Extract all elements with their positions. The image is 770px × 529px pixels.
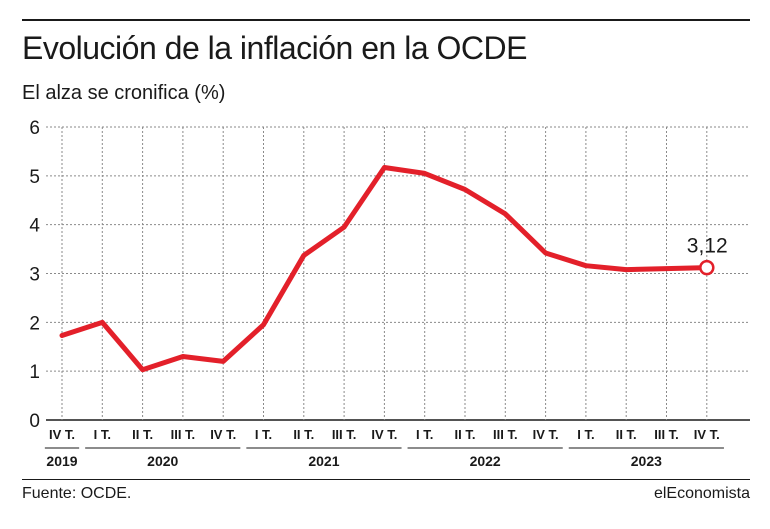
x-tick-label: I T.	[416, 427, 433, 442]
y-tick-label: 4	[29, 216, 40, 237]
x-tick-label: IV T.	[210, 427, 236, 442]
y-tick-label: 0	[29, 411, 40, 432]
y-axis: 0 1 2 3 4 5 6	[29, 118, 40, 432]
x-tick-label: II T.	[616, 427, 637, 442]
year-label: 2022	[470, 453, 501, 469]
last-point-marker	[699, 259, 715, 276]
x-tick-label: III T.	[493, 427, 518, 442]
x-axis: IV T. I T. II T. III T. IV T. I T. II T. III T.…	[44, 427, 724, 469]
line-chart: 0 1 2 3 4 5 6 IV T. I T. II T. III T. IV T. I T. II …	[29, 118, 750, 469]
grid-layer	[46, 126, 750, 421]
bottom-rule	[22, 479, 750, 480]
top-rule	[22, 19, 750, 21]
year-label: 2019	[46, 453, 77, 469]
chart-title: Evolución de la inflación en la OCDE	[22, 30, 527, 66]
x-tick-label: I T.	[255, 427, 272, 442]
chart-subtitle: El alza se cronifica (%)	[22, 82, 226, 104]
y-tick-label: 1	[29, 362, 40, 383]
y-tick-label: 5	[29, 167, 40, 188]
year-label: 2023	[631, 453, 662, 469]
series-line	[59, 165, 710, 373]
year-label: 2020	[147, 453, 178, 469]
x-tick-label: IV T.	[694, 427, 720, 442]
x-tick-label: II T.	[132, 427, 153, 442]
x-tick-label: IV T.	[533, 427, 559, 442]
x-tick-label: I T.	[577, 427, 594, 442]
y-tick-label: 3	[29, 265, 40, 286]
x-tick-label: I T.	[94, 427, 111, 442]
x-tick-label: III T.	[654, 427, 679, 442]
source-note: Fuente: OCDE.	[22, 485, 132, 502]
last-value-label: 3,12	[687, 235, 728, 258]
y-tick-label: 2	[29, 313, 40, 334]
x-tick-label: III T.	[332, 427, 357, 442]
y-tick-label: 6	[29, 118, 40, 139]
x-tick-label: II T.	[293, 427, 314, 442]
series-layer: 3,12	[59, 165, 728, 373]
x-tick-label: IV T.	[49, 427, 75, 442]
year-label: 2021	[308, 453, 339, 469]
x-tick-label: IV T.	[371, 427, 397, 442]
x-tick-label: III T.	[171, 427, 196, 442]
brand-logo: elEconomista	[653, 485, 750, 502]
x-tick-label: II T.	[455, 427, 476, 442]
